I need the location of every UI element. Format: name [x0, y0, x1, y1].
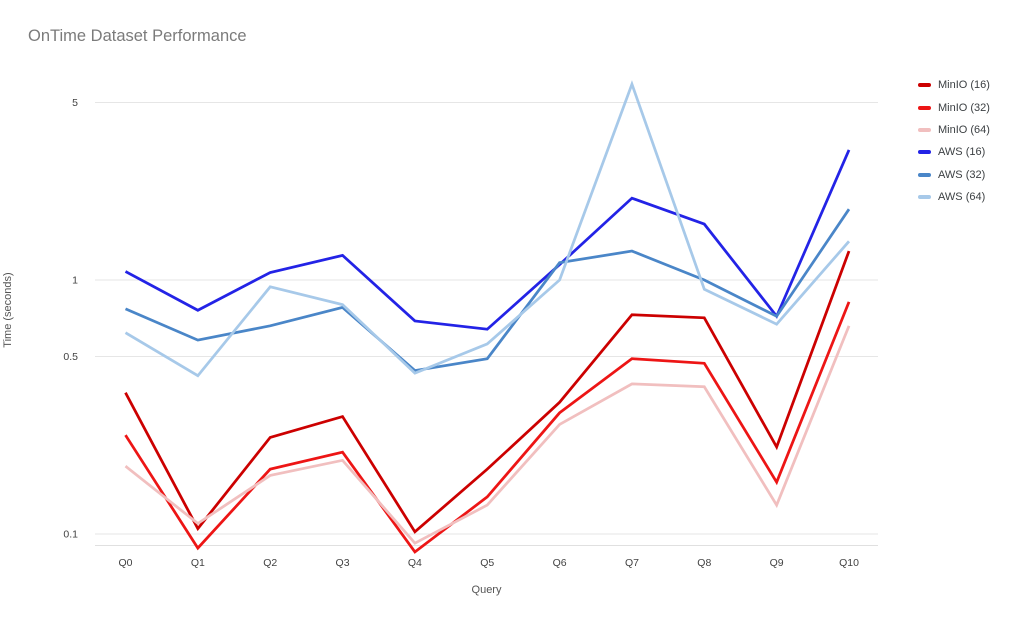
x-axis-title: Query: [471, 584, 502, 596]
y-axis-title: Time (seconds): [2, 272, 14, 348]
legend-item: MinIO (16): [918, 74, 990, 96]
y-tick-label: 5: [72, 97, 78, 109]
x-tick-label: Q8: [697, 557, 711, 569]
legend: MinIO (16) MinIO (32) MinIO (64) AWS (16) AW…: [918, 74, 990, 208]
legend-label: AWS (32): [938, 168, 986, 181]
series-line-aws-16: [124, 149, 851, 331]
legend-label: AWS (16): [938, 146, 986, 159]
chart-title: OnTime Dataset Performance: [28, 27, 247, 45]
x-tick-label: Q6: [553, 557, 567, 569]
series-line-minio-32: [124, 301, 851, 554]
y-tick-label: 1: [72, 275, 78, 287]
legend-item: MinIO (64): [918, 119, 990, 141]
legend-swatch-icon: [918, 150, 931, 155]
x-tick-label: Q0: [118, 557, 132, 569]
series-line-minio-64: [124, 325, 851, 545]
legend-swatch-icon: [918, 127, 931, 132]
y-tick-label: 0.1: [63, 529, 78, 541]
x-tick-label: Q9: [770, 557, 784, 569]
y-tick-label: 0.5: [63, 351, 78, 363]
x-tick-label: Q3: [336, 557, 350, 569]
x-tick-label: Q4: [408, 557, 422, 569]
legend-label: AWS (64): [938, 191, 986, 204]
x-tick-label: Q5: [480, 557, 494, 569]
x-tick-label: Q10: [839, 557, 859, 569]
legend-item: AWS (32): [918, 164, 990, 186]
legend-label: MinIO (32): [938, 101, 990, 114]
x-tick-label: Q1: [191, 557, 205, 569]
legend-swatch-icon: [918, 172, 931, 177]
legend-label: MinIO (16): [938, 79, 990, 92]
legend-swatch-icon: [918, 105, 931, 110]
legend-item: MinIO (32): [918, 96, 990, 118]
legend-swatch-icon: [918, 83, 931, 88]
x-tick-label: Q7: [625, 557, 639, 569]
x-tick-label: Q2: [263, 557, 277, 569]
legend-swatch-icon: [918, 195, 931, 200]
series-line-aws-64: [124, 80, 851, 378]
legend-item: AWS (16): [918, 141, 990, 163]
legend-label: MinIO (64): [938, 123, 990, 136]
series-line-minio-16: [124, 250, 851, 534]
legend-item: AWS (64): [918, 186, 990, 208]
series-line-aws-32: [124, 208, 851, 373]
